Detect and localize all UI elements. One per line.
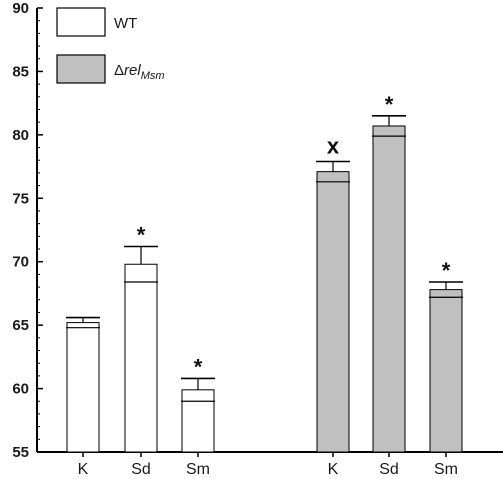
legend-label: WT bbox=[114, 15, 137, 32]
x-tick-label: Sd bbox=[379, 461, 399, 478]
x-tick-label: Sm bbox=[434, 461, 458, 478]
y-tick-label: 90 bbox=[12, 0, 29, 17]
legend-swatch bbox=[56, 7, 106, 37]
significance-mark: * bbox=[442, 258, 451, 283]
y-tick-label: 70 bbox=[12, 254, 29, 271]
legend: WT ΔrelMsm bbox=[56, 7, 165, 84]
x-tick-label: Sd bbox=[131, 461, 151, 478]
bar-layer: * * x * * bbox=[66, 92, 463, 453]
bar bbox=[429, 289, 463, 453]
legend-swatch bbox=[56, 54, 106, 84]
bar bbox=[124, 263, 158, 453]
significance-mark: * bbox=[194, 354, 203, 379]
bar bbox=[316, 171, 350, 453]
significance-mark: x bbox=[327, 133, 340, 158]
y-tick-label: 60 bbox=[12, 381, 29, 398]
x-tick-label: K bbox=[328, 461, 339, 478]
x-tick-label: K bbox=[78, 461, 89, 478]
y-tick-label: 55 bbox=[12, 444, 29, 461]
x-tick-label: Sm bbox=[186, 461, 210, 478]
y-tick-label: 80 bbox=[12, 127, 29, 144]
bar bbox=[181, 389, 215, 453]
significance-mark: * bbox=[385, 92, 394, 117]
significance-mark: * bbox=[137, 222, 146, 247]
y-tick-label: 65 bbox=[12, 317, 29, 334]
y-tick-label: 85 bbox=[12, 63, 29, 80]
bar bbox=[66, 322, 100, 453]
y-tick-label: 75 bbox=[12, 190, 29, 207]
bar bbox=[372, 125, 406, 453]
axis-layer: 55 60 65 70 75 80 85 90 K Sd Sm K Sd Sm bbox=[12, 0, 503, 478]
legend-label: ΔrelMsm bbox=[114, 62, 165, 82]
